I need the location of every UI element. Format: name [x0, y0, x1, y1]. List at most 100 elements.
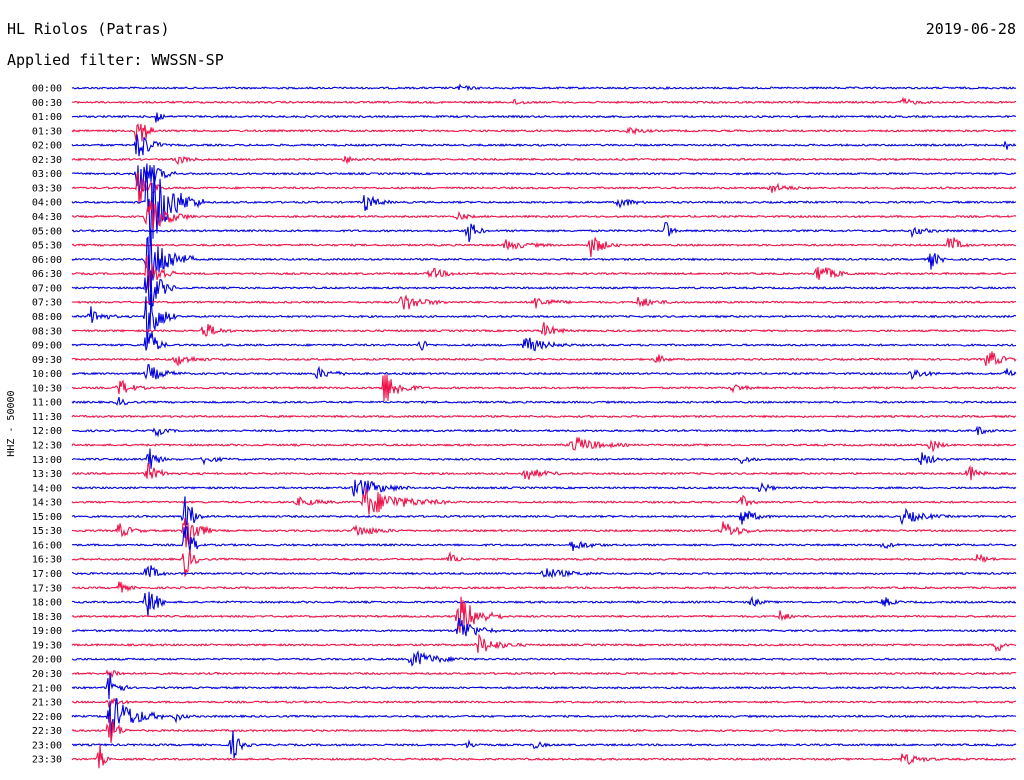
row-time-label: 17:30	[32, 583, 62, 594]
trace-row-0300	[71, 165, 1017, 193]
trace-row-0330	[71, 171, 1017, 204]
row-time-label: 15:30	[32, 526, 62, 537]
row-time-label: 18:00	[32, 598, 62, 609]
trace-row-0900	[71, 331, 1017, 352]
trace-row-1330	[71, 462, 1017, 481]
trace-row-0230	[71, 155, 1017, 166]
row-time-label: 12:30	[32, 441, 62, 452]
trace-row-2000	[71, 650, 1017, 667]
row-time-label: 11:30	[32, 412, 62, 423]
trace-row-1400	[71, 479, 1017, 497]
trace-row-1430	[71, 487, 1017, 515]
row-time-label: 02:00	[32, 141, 62, 152]
trace-row-0000	[71, 83, 1017, 92]
row-time-label: 19:30	[32, 640, 62, 651]
row-time-label: 18:30	[32, 612, 62, 623]
trace-group	[71, 83, 1017, 769]
trace-row-1300	[71, 448, 1017, 469]
row-time-label: 05:00	[32, 226, 62, 237]
row-time-label: 06:30	[32, 269, 62, 280]
trace-row-2130	[71, 697, 1017, 708]
tick-label-group: 00:00 00:30 01:00 01:30 02:00 02:30 03:00 03:30…	[32, 84, 62, 766]
date-label: 2019-06-28	[925, 20, 1016, 38]
row-time-label: 00:30	[32, 98, 62, 109]
row-time-label: 16:30	[32, 555, 62, 566]
row-time-label: 02:30	[32, 155, 62, 166]
row-time-label: 17:00	[32, 569, 62, 580]
trace-row-1100	[71, 396, 1017, 406]
row-time-label: 20:00	[32, 655, 62, 666]
row-time-label: 22:30	[32, 726, 62, 737]
row-time-label: 03:30	[32, 183, 62, 194]
row-time-label: 00:00	[32, 84, 62, 95]
row-time-label: 14:30	[32, 498, 62, 509]
row-time-label: 21:30	[32, 698, 62, 709]
row-time-label: 09:30	[32, 355, 62, 366]
trace-row-0130	[71, 123, 1017, 142]
row-time-label: 08:00	[32, 312, 62, 323]
row-time-label: 09:00	[32, 341, 62, 352]
row-time-label: 23:00	[32, 740, 62, 751]
row-time-label: 01:00	[32, 112, 62, 123]
trace-row-1530	[71, 517, 1017, 548]
row-time-label: 05:30	[32, 241, 62, 252]
row-time-label: 10:30	[32, 383, 62, 394]
trace-row-1700	[71, 565, 1017, 579]
station-title: HL Riolos (Patras)	[7, 20, 170, 38]
trace-row-1500	[71, 496, 1017, 527]
row-time-label: 04:00	[32, 198, 62, 209]
trace-row-2230	[71, 715, 1017, 743]
trace-row-0600	[71, 228, 1017, 284]
trace-row-2330	[71, 744, 1017, 769]
row-time-label: 13:00	[32, 455, 62, 466]
trace-row-1200	[72, 425, 1017, 438]
row-time-label: 12:00	[32, 426, 62, 437]
trace-row-0930	[71, 351, 1017, 367]
trace-row-0100	[71, 112, 1017, 123]
trace-row-1600	[72, 525, 1017, 554]
row-time-label: 06:00	[32, 255, 62, 266]
trace-row-0500	[71, 222, 1017, 243]
row-time-label: 01:30	[32, 126, 62, 137]
row-time-label: 23:30	[32, 755, 62, 766]
trace-row-0200	[71, 134, 1017, 157]
trace-row-0830	[71, 322, 1017, 337]
row-time-label: 13:30	[32, 469, 62, 480]
row-time-label: 15:00	[32, 512, 62, 523]
trace-row-2030	[71, 669, 1017, 679]
row-time-label: 21:00	[32, 683, 62, 694]
trace-row-0430	[71, 200, 1017, 230]
row-time-label: 07:30	[32, 298, 62, 309]
trace-row-1130	[71, 414, 1017, 419]
row-time-label: 14:00	[32, 483, 62, 494]
trace-row-1830	[71, 596, 1017, 633]
trace-row-1730	[71, 581, 1017, 593]
row-time-label: 10:00	[32, 369, 62, 380]
row-time-label: 11:00	[32, 398, 62, 409]
trace-row-0530	[71, 237, 1017, 258]
trace-row-1000	[71, 364, 1017, 381]
trace-row-2100	[71, 673, 1017, 700]
trace-row-1800	[71, 591, 1017, 617]
trace-row-2200	[71, 698, 1017, 738]
row-time-label: 08:30	[32, 326, 62, 337]
row-time-label: 03:00	[32, 169, 62, 180]
trace-row-1230	[71, 437, 1017, 453]
row-time-label: 19:00	[32, 626, 62, 637]
row-time-label: 04:30	[32, 212, 62, 223]
row-time-label: 20:30	[32, 669, 62, 680]
trace-row-1630	[71, 549, 1017, 577]
trace-row-0700	[71, 270, 1017, 308]
trace-row-0030	[71, 96, 1016, 105]
trace-row-1030	[71, 374, 1017, 402]
trace-row-0630	[71, 255, 1017, 292]
trace-row-1930	[71, 633, 1017, 653]
trace-row-2300	[71, 730, 1017, 759]
filter-label: Applied filter: WWSSN-SP	[7, 51, 224, 69]
trace-row-1900	[71, 617, 1017, 637]
row-time-label: 07:00	[32, 283, 62, 294]
trace-row-0730	[71, 294, 1017, 310]
row-time-label: 16:00	[32, 540, 62, 551]
row-time-label: 22:00	[32, 712, 62, 723]
